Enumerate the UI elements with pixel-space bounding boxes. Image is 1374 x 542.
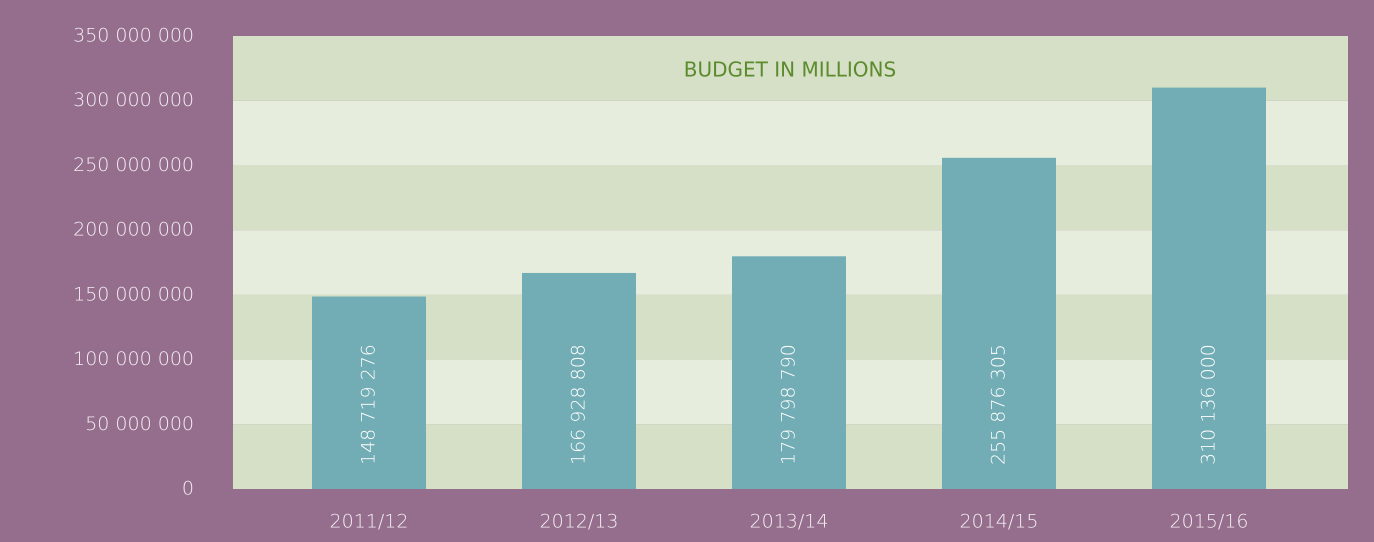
x-tick-label: 2014/15 bbox=[960, 511, 1039, 533]
y-tick-label: 200 000 000 bbox=[73, 219, 194, 241]
y-tick-label: 300 000 000 bbox=[73, 89, 194, 111]
y-tick-label: 0 bbox=[182, 478, 194, 500]
bar bbox=[312, 296, 426, 489]
y-tick-label: 100 000 000 bbox=[73, 348, 194, 370]
value-label: 179 798 790 bbox=[778, 344, 800, 465]
value-label: 166 928 808 bbox=[568, 344, 590, 465]
x-tick-label: 2012/13 bbox=[540, 511, 619, 533]
x-tick-label: 2011/12 bbox=[330, 511, 409, 533]
y-tick-label: 250 000 000 bbox=[73, 154, 194, 176]
value-label: 148 719 276 bbox=[358, 344, 380, 465]
bar bbox=[732, 256, 846, 489]
value-label: 310 136 000 bbox=[1198, 344, 1220, 465]
y-tick-label: 350 000 000 bbox=[73, 25, 194, 47]
chart-title: BUDGET IN MILLIONS bbox=[684, 58, 896, 82]
value-label: 255 876 305 bbox=[988, 344, 1010, 465]
x-tick-label: 2013/14 bbox=[750, 511, 829, 533]
y-tick-label: 150 000 000 bbox=[73, 283, 194, 305]
y-tick-label: 50 000 000 bbox=[85, 413, 194, 435]
x-tick-label: 2015/16 bbox=[1170, 511, 1249, 533]
bar bbox=[942, 157, 1056, 490]
bar bbox=[1152, 87, 1266, 490]
bar bbox=[522, 272, 636, 489]
